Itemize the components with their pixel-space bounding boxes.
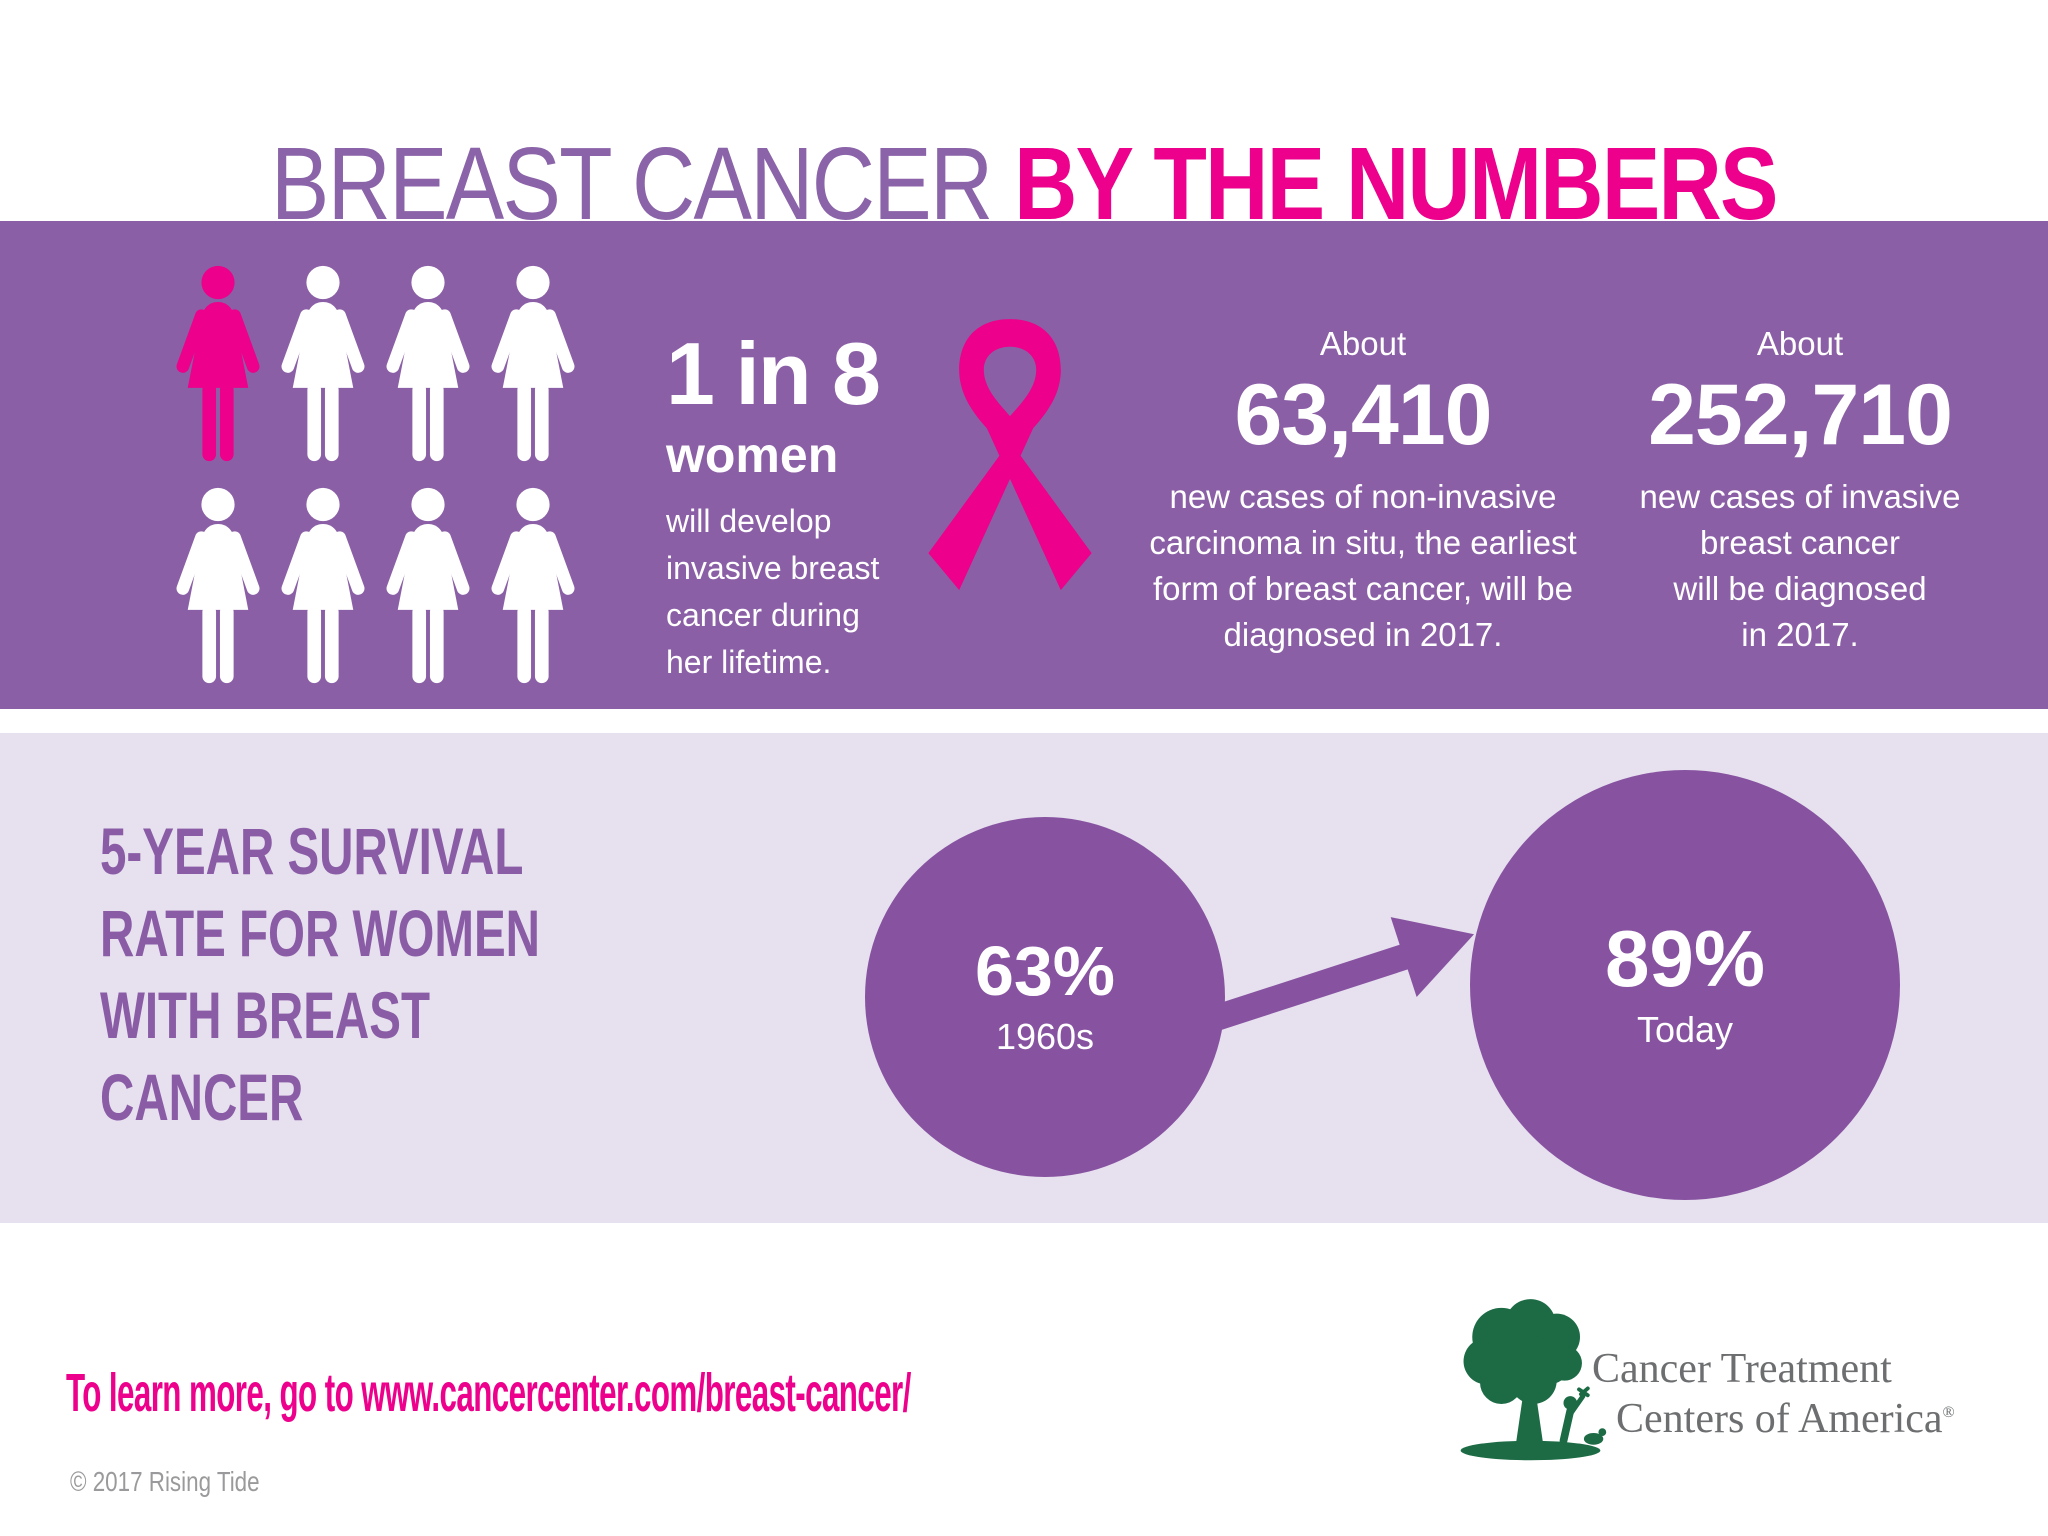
ratio-line: invasive breast	[666, 550, 880, 586]
survival-heading-line: CANCER	[100, 1060, 304, 1134]
woman-icon	[483, 262, 583, 467]
stat-number: 63,410	[1234, 367, 1492, 463]
woman-icon	[378, 262, 478, 467]
stat-line: in 2017.	[1741, 616, 1859, 653]
tree-logo-icon	[1448, 1293, 1613, 1478]
stat-description: new cases of non-invasive carcinoma in s…	[1128, 474, 1598, 658]
survival-value: 63%	[974, 932, 1116, 1010]
survival-label: Today	[1636, 1009, 1734, 1050]
survival-circle-today: 89% Today	[1470, 770, 1900, 1200]
stat-line: form of breast cancer, will be	[1152, 570, 1573, 607]
incidence-section: 1 in 8 women will develop invasive breas…	[0, 221, 2048, 709]
woman-icon	[483, 484, 583, 689]
stat-line: will be diagnosed	[1673, 570, 1927, 607]
stat-description: new cases of invasive breast cancer will…	[1595, 474, 2005, 658]
ratio-line: cancer during	[666, 597, 860, 633]
woman-icon	[273, 484, 373, 689]
stat-line: breast cancer	[1700, 524, 1900, 561]
survival-value: 89%	[1604, 914, 1766, 1003]
stat-line: new cases of invasive	[1639, 478, 1961, 515]
ratio-description: will develop invasive breast cancer duri…	[666, 498, 926, 686]
woman-icon	[168, 484, 268, 689]
survival-section: 5-YEAR SURVIVAL RATE FOR WOMEN WITH BREA…	[0, 733, 2048, 1223]
stat-about-label: About	[1319, 325, 1407, 362]
logo-text: Cancer Treatment Centers of America®	[1592, 1347, 1955, 1441]
survival-circle-1960s: 63% 1960s	[865, 817, 1225, 1177]
ratio-block: 1 in 8 women will develop invasive breas…	[666, 330, 926, 686]
ratio-line: will develop	[666, 503, 832, 539]
stat-line: carcinoma in situ, the earliest	[1149, 524, 1577, 561]
cta-link[interactable]: To learn more, go to www.cancercenter.co…	[66, 1363, 911, 1423]
awareness-ribbon-icon	[915, 316, 1105, 624]
woman-icon	[378, 484, 478, 689]
stat-about-label: About	[1756, 325, 1844, 362]
survival-heading-line: RATE FOR WOMEN	[100, 896, 540, 970]
ratio-word: women	[666, 427, 839, 483]
registered-mark: ®	[1942, 1404, 1955, 1421]
ratio-value: 1 in 8	[666, 324, 881, 423]
copyright-text: © 2017 Rising Tide	[70, 1466, 260, 1497]
logo-line2: Centers of America®	[1616, 1396, 1955, 1442]
pictogram-row	[168, 262, 583, 467]
pictogram-row	[168, 484, 583, 689]
survival-label: 1960s	[995, 1016, 1095, 1057]
stat-invasive: About 252,710 new cases of invasive brea…	[1595, 324, 2005, 658]
ratio-line: her lifetime.	[666, 644, 832, 680]
ctca-logo: Cancer Treatment Centers of America®	[1448, 1293, 2008, 1493]
woman-icon	[168, 262, 268, 467]
survival-heading: 5-YEAR SURVIVAL RATE FOR WOMEN WITH BREA…	[100, 810, 540, 1138]
woman-icon	[273, 262, 373, 467]
logo-line1: Cancer Treatment	[1592, 1346, 1892, 1392]
stat-line: new cases of non-invasive	[1169, 478, 1557, 515]
stat-number: 252,710	[1648, 367, 1953, 463]
arrow-icon	[1194, 874, 1502, 1076]
survival-heading-line: 5-YEAR SURVIVAL	[100, 814, 524, 888]
survival-heading-line: WITH BREAST	[100, 978, 430, 1052]
stat-line: diagnosed in 2017.	[1223, 616, 1503, 653]
stat-noninvasive: About 63,410 new cases of non-invasive c…	[1128, 324, 1598, 658]
